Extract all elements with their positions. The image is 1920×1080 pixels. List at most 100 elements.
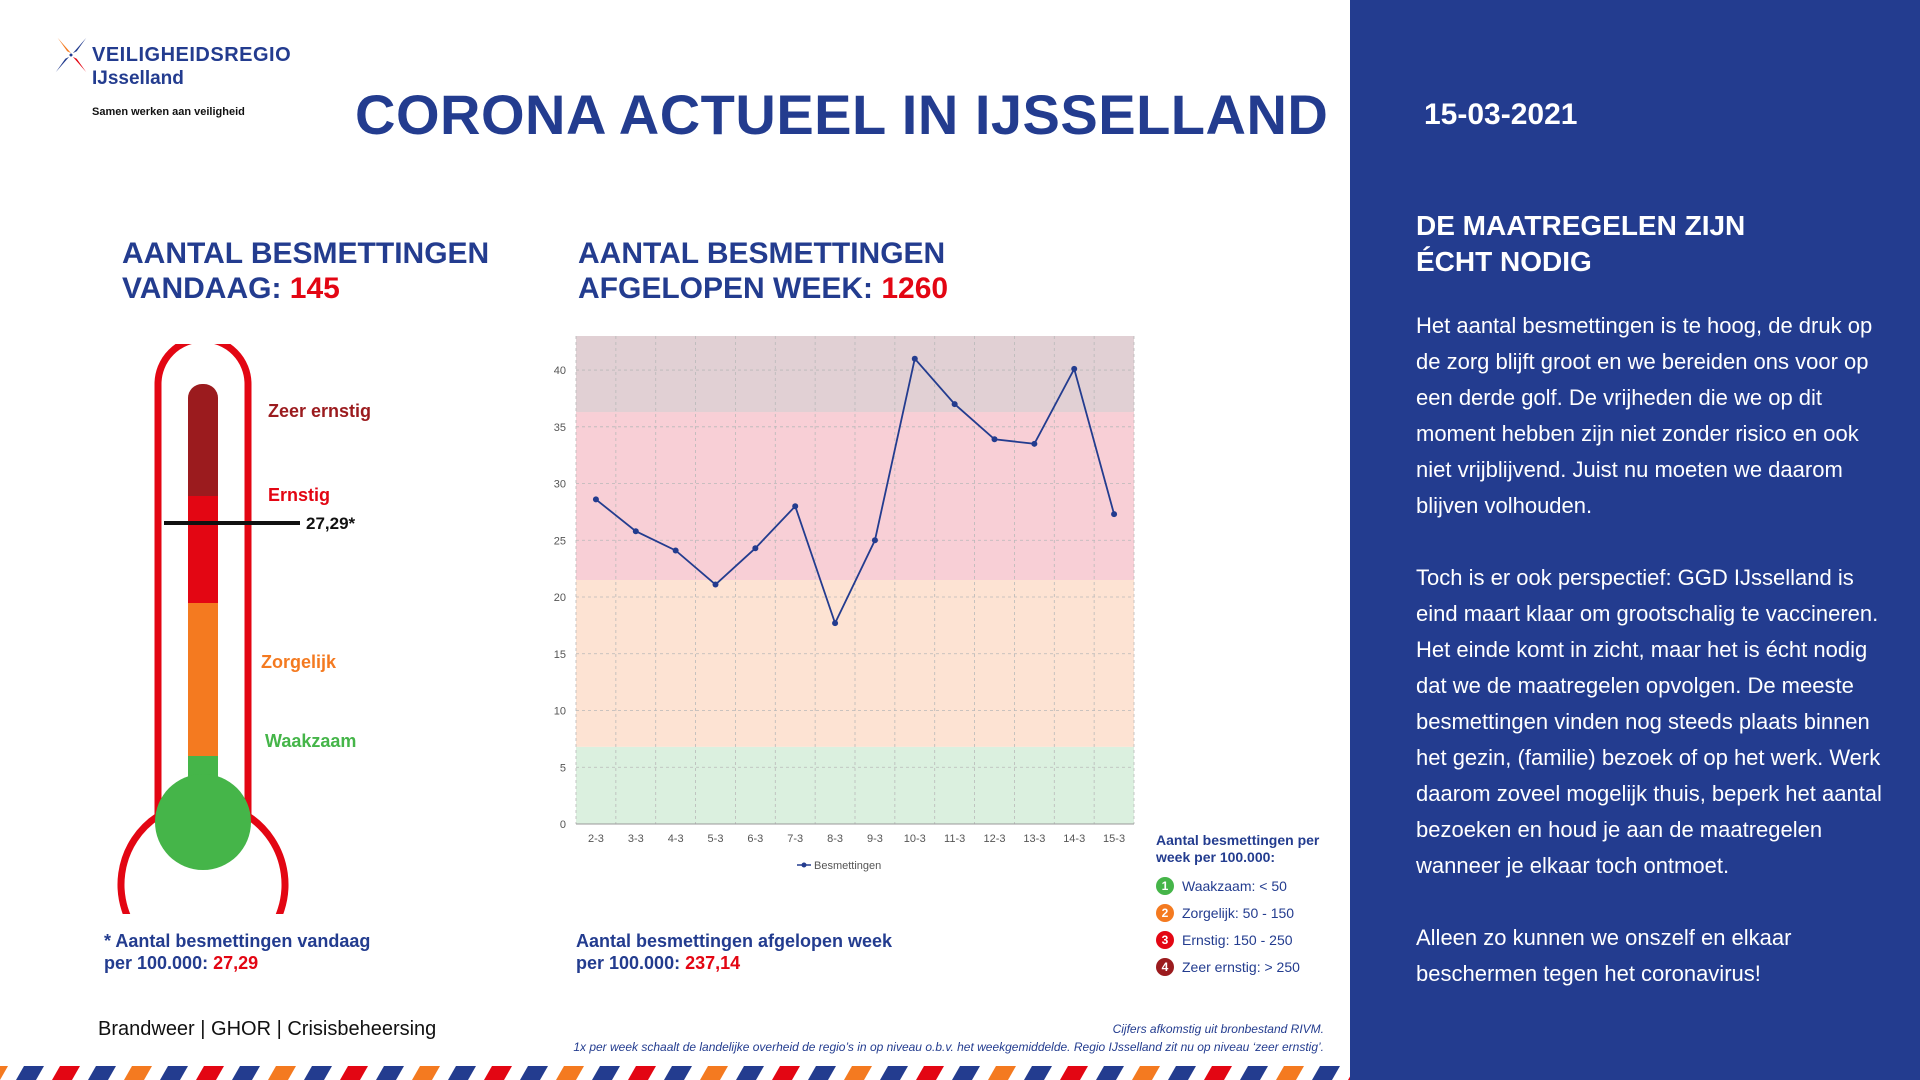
- y-tick-label: 20: [554, 592, 566, 604]
- decorative-stripe: [0, 1066, 1350, 1080]
- footer-note: 1x per week schaalt de landelijke overhe…: [573, 1040, 1324, 1054]
- stripe-segment: [124, 1066, 152, 1080]
- stripe-segment: [700, 1066, 728, 1080]
- stripe-segment: [376, 1066, 404, 1080]
- x-tick-label: 10-3: [904, 833, 926, 845]
- panel-paragraph: Toch is er ook perspectief: GGD IJssella…: [1416, 565, 1882, 878]
- stripe-segment: [952, 1066, 980, 1080]
- data-point: [712, 581, 719, 588]
- level-label-zeer-ernstig: Zeer ernstig: [268, 401, 371, 421]
- stripe-segment: [592, 1066, 620, 1080]
- data-point: [1071, 365, 1078, 372]
- stripe-segment: [0, 1066, 8, 1080]
- x-tick-label: 8-3: [827, 833, 843, 845]
- data-point: [792, 503, 799, 510]
- panel-date: 15-03-2021: [1424, 98, 1578, 131]
- panel-heading: DE MAATREGELEN ZIJN ÉCHT NODIG: [1416, 208, 1886, 280]
- week-heading-line2: AFGELOPEN WEEK: 1260: [578, 271, 948, 306]
- stripe-segment: [988, 1066, 1016, 1080]
- data-point: [1031, 440, 1038, 447]
- stripe-segment: [340, 1066, 368, 1080]
- stripe-segment: [52, 1066, 80, 1080]
- series-line: [595, 356, 1115, 626]
- y-tick-label: 5: [560, 762, 566, 774]
- x-tick-label: 7-3: [787, 833, 803, 845]
- today-heading-label: VANDAAG:: [122, 272, 290, 305]
- chart-series: [592, 355, 1118, 627]
- legend-item: 3 Ernstig: 150 - 250: [1156, 926, 1346, 953]
- x-tick-label: 4-3: [668, 833, 684, 845]
- data-point: [592, 496, 599, 503]
- today-note: * Aantal besmettingen vandaag per 100.00…: [104, 930, 370, 974]
- y-tick-label: 0: [560, 819, 566, 831]
- stripe-segment: [628, 1066, 656, 1080]
- chart-legend-label: Besmettingen: [814, 860, 881, 872]
- stripe-segment: [664, 1066, 692, 1080]
- x-tick-label: 14-3: [1063, 833, 1085, 845]
- level-label-waakzaam: Waakzaam: [265, 731, 356, 751]
- stripe-segment: [1240, 1066, 1268, 1080]
- stripe-segment: [1348, 1076, 1350, 1080]
- stripe-segment: [304, 1066, 332, 1080]
- week-note-value: 237,14: [685, 953, 741, 973]
- line-chart: 0 5 10 15 20 25 30 35 40 2-3 3-3 4-3 5-3 6-3 7-3 8-3 9-…: [554, 336, 1135, 872]
- y-tick-label: 40: [554, 365, 566, 377]
- stripe-segment: [232, 1066, 260, 1080]
- thermometer-marker-label: 27,29*: [306, 514, 356, 533]
- x-tick-label: 3-3: [628, 833, 644, 845]
- logo-region: IJsselland: [92, 68, 184, 89]
- legend-item: 2 Zorgelijk: 50 - 150: [1156, 899, 1346, 926]
- data-point: [1111, 511, 1118, 518]
- stripe-segment: [808, 1066, 836, 1080]
- today-note-line1: * Aantal besmettingen vandaag: [104, 931, 371, 951]
- level-label-ernstig: Ernstig: [268, 485, 330, 505]
- y-tick-label: 25: [554, 535, 566, 547]
- today-heading-line1: AANTAL BESMETTINGEN: [122, 237, 490, 270]
- logo-star-icon: [55, 37, 87, 73]
- level-zeer-ernstig-bar: [188, 399, 218, 496]
- week-note-label: per 100.000:: [576, 953, 686, 973]
- data-point: [991, 436, 998, 443]
- x-tick-label: 12-3: [983, 833, 1005, 845]
- level-ernstig-bar: [188, 496, 218, 603]
- chart-legend: Besmettingen: [797, 860, 881, 872]
- week-heading-line1: AANTAL BESMETTINGEN: [578, 237, 946, 270]
- today-heading-line2: VANDAAG: 145: [122, 271, 489, 306]
- panel-paragraph: Het aantal besmettingen is te hoog, de d…: [1416, 313, 1873, 518]
- stripe-segment: [1024, 1066, 1052, 1080]
- stripe-segment: [448, 1066, 476, 1080]
- x-tick-label: 13-3: [1023, 833, 1045, 845]
- stripe-segment: [1168, 1066, 1196, 1080]
- level-zorgelijk-bar: [188, 603, 218, 756]
- today-note-value: 27,29: [213, 953, 259, 973]
- footer-source: Cijfers afkomstig uit bronbestand RIVM.: [1112, 1022, 1324, 1036]
- severity-legend-title: Aantal besmettingen per week per 100.000…: [1156, 832, 1320, 865]
- stripe-segment: [772, 1066, 800, 1080]
- chart-x-ticks: 2-3 3-3 4-3 5-3 6-3 7-3 8-3 9-3 10-3 11-3 12-3 13-3…: [588, 833, 1125, 845]
- stripe-segment: [844, 1066, 872, 1080]
- chart-legend-marker: [801, 862, 807, 868]
- panel-heading-line2: ÉCHT NODIG: [1416, 246, 1592, 277]
- thermometer-bulb: [155, 774, 251, 870]
- stripe-segment: [736, 1066, 764, 1080]
- data-point: [632, 528, 639, 535]
- week-note: Aantal besmettingen afgelopen week per 1…: [576, 930, 892, 974]
- stripe-segment: [1204, 1066, 1232, 1080]
- page-title: CORONA ACTUEEL IN IJSSELLAND: [355, 83, 1329, 146]
- data-point: [832, 620, 839, 627]
- legend-label: Ernstig: 150 - 250: [1182, 931, 1293, 948]
- legend-number-3: 3: [1156, 930, 1174, 949]
- panel-paragraph: Alleen zo kunnen we onszelf en elkaar be…: [1416, 925, 1792, 986]
- today-note-line2: per 100.000: 27,29: [104, 952, 370, 974]
- severity-legend: Aantal besmettingen per week per 100.000…: [1156, 832, 1346, 980]
- stripe-segment: [1060, 1066, 1088, 1080]
- stripe-segment: [1276, 1066, 1304, 1080]
- legend-label: Waakzaam: < 50: [1182, 877, 1287, 894]
- chart-grid: [575, 336, 1135, 825]
- x-tick-label: 2-3: [588, 833, 604, 845]
- logo-slogan: Samen werken aan veiligheid: [92, 106, 245, 118]
- data-point: [911, 355, 918, 362]
- today-note-label: per 100.000:: [104, 953, 214, 973]
- today-value: 145: [289, 272, 340, 305]
- data-point: [752, 545, 759, 552]
